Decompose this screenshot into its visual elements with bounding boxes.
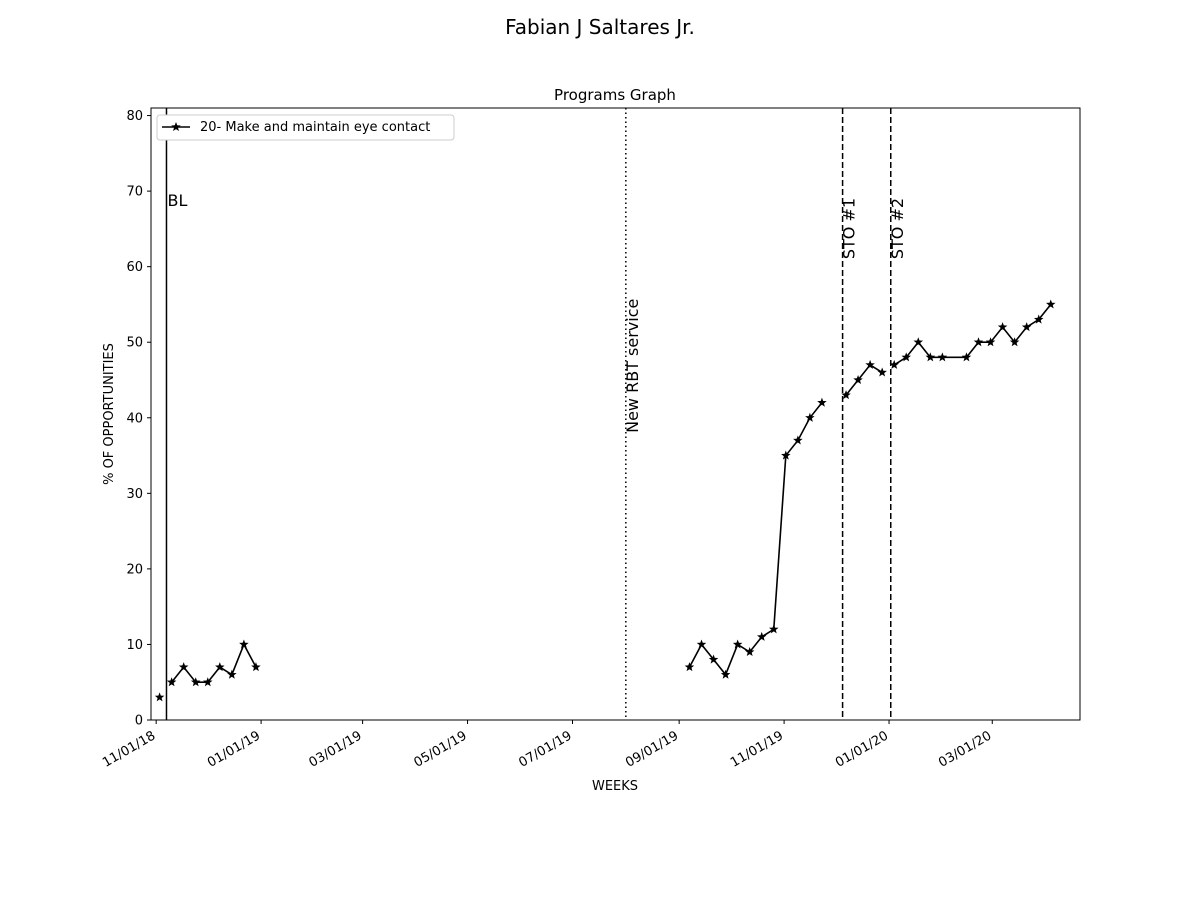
y-tick-label: 20 <box>126 562 143 577</box>
data-point-star <box>805 412 815 422</box>
data-point-star <box>696 639 707 649</box>
x-axis-label: WEEKS <box>592 779 638 794</box>
x-tick-label: 01/01/20 <box>833 728 891 770</box>
x-tick-label: 03/01/19 <box>307 728 365 770</box>
data-point-star <box>744 647 755 657</box>
data-point-star <box>817 397 827 407</box>
y-tick-label: 0 <box>135 714 143 729</box>
data-point-star <box>227 669 237 679</box>
data-point-star <box>154 692 165 702</box>
data-point-star <box>877 367 887 377</box>
y-tick-label: 80 <box>126 109 143 124</box>
data-point-star <box>756 631 767 641</box>
data-point-star <box>708 654 719 664</box>
data-point-star <box>1021 322 1032 332</box>
series-line <box>688 402 823 677</box>
axes-frame <box>150 107 1081 721</box>
x-tick-label: 01/01/19 <box>205 728 263 770</box>
data-point-star <box>215 662 225 672</box>
y-axis-label: % OF OPPORTUNITIES <box>102 343 117 485</box>
figure-suptitle: Fabian J Saltares Jr. <box>505 15 695 39</box>
x-tick-label: 09/01/19 <box>623 728 681 770</box>
y-tick-label: 40 <box>126 411 143 426</box>
data-point-star <box>684 662 695 672</box>
series-line <box>845 363 883 396</box>
data-point-star <box>865 359 875 369</box>
data-point-star <box>203 677 213 687</box>
data-point-star <box>190 677 201 687</box>
legend-label: 20- Make and maintain eye contact <box>200 120 430 135</box>
data-point-star <box>239 639 249 649</box>
data-point-star <box>720 669 731 679</box>
x-tick-label: 07/01/19 <box>516 728 574 770</box>
data-point-star <box>889 359 899 369</box>
x-tick-label: 11/01/18 <box>100 728 158 770</box>
phase-label: New RBT service <box>623 299 642 433</box>
y-tick-label: 10 <box>126 638 143 653</box>
chart-title: Programs Graph <box>554 86 676 104</box>
data-point-star <box>925 352 936 362</box>
plot-area: 0 10 20 30 40 50 60 70 80 11/01/18 01/01/19 03/01/1… <box>100 108 1056 771</box>
data-point-star <box>769 624 779 634</box>
data-point-star <box>1009 337 1020 347</box>
data-point-star <box>961 352 972 362</box>
data-point-star <box>166 677 177 687</box>
y-tick-label: 70 <box>126 185 143 200</box>
legend-star-marker <box>171 122 181 132</box>
x-tick-label: 03/01/20 <box>936 728 994 770</box>
x-tick-label: 11/01/19 <box>728 728 786 770</box>
data-point-star <box>251 662 261 672</box>
data-point-star <box>913 337 924 347</box>
data-point-star <box>1046 299 1056 309</box>
data-point-star <box>973 337 984 347</box>
data-point-star <box>985 337 996 347</box>
data-point-star <box>1033 314 1044 324</box>
data-point-star <box>901 352 911 362</box>
series-line <box>893 303 1052 366</box>
data-point-star <box>781 450 791 460</box>
legend-box <box>156 114 455 141</box>
data-point-star <box>853 375 863 385</box>
phase-label: BL <box>167 191 187 210</box>
phase-label: STO #2 <box>888 198 907 259</box>
data-point-star <box>997 322 1008 332</box>
data-point-star <box>841 390 851 400</box>
y-tick-label: 50 <box>126 336 143 351</box>
legend: 20- Make and maintain eye contact <box>156 114 455 141</box>
series-line <box>171 642 257 684</box>
data-point-star <box>732 639 743 649</box>
x-tick-label: 05/01/19 <box>411 728 469 770</box>
data-point-star <box>178 662 189 672</box>
phase-label: STO #1 <box>840 198 859 259</box>
y-tick-label: 60 <box>126 260 143 275</box>
y-tick-label: 30 <box>126 487 143 502</box>
data-point-star <box>793 435 803 445</box>
data-point-star <box>937 352 948 362</box>
